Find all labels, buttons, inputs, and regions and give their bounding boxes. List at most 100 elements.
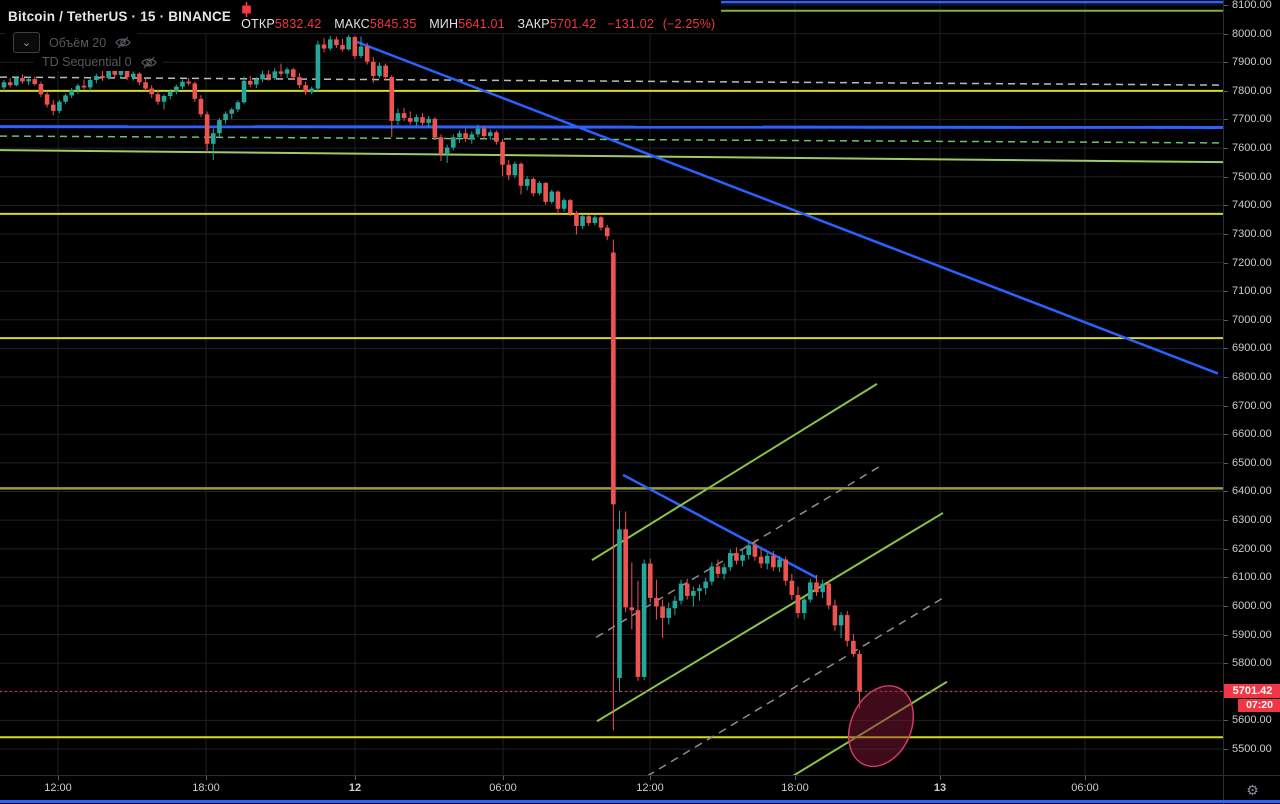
price-tick: [1224, 291, 1228, 293]
price-axis-label: 6600.00: [1232, 428, 1272, 441]
time-axis-label: 12:00: [44, 782, 72, 794]
time-tick: [650, 776, 651, 780]
price-tick: [1224, 148, 1228, 150]
time-tick: [1085, 776, 1086, 780]
price-axis-label: 6700.00: [1232, 399, 1272, 412]
trendline-blue-long[interactable]: [356, 40, 1219, 375]
price-axis-label: 7400.00: [1232, 199, 1272, 212]
change-percent: (−2.25%): [662, 17, 716, 31]
eye-off-icon[interactable]: [140, 56, 157, 69]
td-sequential-row[interactable]: TD Sequential 0: [34, 53, 163, 71]
price-tick: [1224, 605, 1228, 607]
open-label: ОТКР: [241, 17, 275, 31]
time-axis-label: 18:00: [781, 782, 809, 794]
candlestick-chart: [0, 0, 1223, 775]
high-value: 5845.35: [369, 17, 417, 31]
ohlc-readout: ОТКР5832.42 МАКС5845.35 МИН5641.01 ЗАКР5…: [241, 2, 715, 31]
price-tick: [1224, 319, 1228, 321]
price-tick: [1224, 377, 1228, 378]
time-axis[interactable]: 12:00 18:00 12 06:00 12:00 18:00 13 06:00: [0, 775, 1223, 804]
time-axis-label: 06:00: [489, 782, 517, 794]
price-tick: [1224, 577, 1228, 579]
ellipse-drawing[interactable]: [837, 676, 926, 775]
volume-indicator-row[interactable]: ⌄ Объём 20: [5, 30, 138, 55]
price-axis-label: 6400.00: [1232, 485, 1272, 498]
bottom-loading-bar: [0, 800, 1280, 803]
channel-green-middle[interactable]: [596, 512, 944, 723]
price-tick: [1224, 62, 1228, 64]
channel-dashed-lower[interactable]: [647, 596, 945, 775]
price-tick: [1224, 5, 1228, 6]
high-label: МАКС: [334, 17, 370, 31]
time-axis-label: 12:00: [636, 782, 664, 794]
price-tick: [1224, 491, 1228, 493]
price-tick: [1224, 90, 1228, 92]
price-tick: [1224, 405, 1228, 407]
chevron-down-icon[interactable]: ⌄: [13, 32, 40, 53]
time-axis-label: 13: [933, 782, 947, 794]
volume-indicator-label[interactable]: Объём 20: [49, 35, 107, 50]
channel-green-upper[interactable]: [591, 383, 878, 561]
price-tick: [1224, 348, 1228, 350]
sloped-green-7590[interactable]: [0, 149, 1223, 164]
gear-icon[interactable]: ⚙: [1246, 782, 1259, 798]
time-tick: [795, 776, 796, 780]
price-tick: [1224, 520, 1228, 522]
price-axis-label: 6200.00: [1232, 542, 1272, 555]
time-tick: [58, 776, 59, 780]
price-axis-label: 7000.00: [1232, 313, 1272, 326]
price-axis-label: 7800.00: [1232, 84, 1272, 97]
price-tick: [1224, 233, 1228, 235]
td-sequential-label[interactable]: TD Sequential 0: [42, 55, 132, 69]
chart-plot-area[interactable]: [0, 0, 1223, 775]
symbol-title[interactable]: Bitcoin / TetherUS · 15 · BINANCE: [8, 9, 232, 24]
low-value: 5641.01: [458, 17, 505, 31]
price-axis-label: 8000.00: [1232, 27, 1272, 40]
open-value: 5832.42: [274, 17, 322, 31]
price-tick: [1224, 119, 1228, 121]
price-axis[interactable]: 8100.00 8000.00 7900.00 7800.00 7700.00 7600.…: [1223, 0, 1280, 775]
price-tick: [1224, 462, 1228, 464]
price-axis-label: 5500.00: [1232, 742, 1272, 755]
low-label: МИН: [429, 17, 459, 31]
symbol-header[interactable]: Bitcoin / TetherUS · 15 · BINANCE ОТКР58…: [0, 0, 722, 33]
candlesticks: [1, 35, 862, 731]
channel-green-lower[interactable]: [787, 680, 948, 775]
change-value: −131.02: [607, 17, 655, 31]
price-tick: [1224, 33, 1228, 35]
eye-off-icon[interactable]: [115, 36, 131, 49]
price-axis-label: 6800.00: [1232, 371, 1272, 383]
price-tick: [1224, 548, 1228, 550]
time-tick: [940, 776, 941, 780]
axis-settings-corner[interactable]: ⚙: [1223, 775, 1280, 804]
price-axis-label: 6000.00: [1232, 599, 1272, 612]
price-axis-label: 6500.00: [1232, 456, 1272, 469]
time-tick: [503, 776, 504, 780]
price-axis-label: 5600.00: [1232, 714, 1272, 727]
price-axis-label: 5900.00: [1232, 628, 1272, 641]
price-tick: [1224, 748, 1228, 750]
time-axis-label: 18:00: [192, 782, 220, 794]
time-axis-label: 12: [348, 782, 362, 794]
price-tick: [1224, 176, 1228, 178]
time-axis-label: 06:00: [1071, 782, 1099, 794]
price-axis-label: 8100.00: [1232, 0, 1272, 12]
price-axis-label: 7500.00: [1232, 170, 1272, 183]
level-blue-7675[interactable]: [0, 125, 1223, 129]
price-tick: [1224, 434, 1228, 436]
price-axis-label: 6300.00: [1232, 514, 1272, 527]
price-axis-label: 7700.00: [1232, 113, 1272, 126]
candle-style-icon[interactable]: [241, 2, 252, 17]
price-tick: [1224, 663, 1228, 665]
bar-countdown: 07:20: [1238, 699, 1280, 713]
price-axis-label: 6100.00: [1232, 571, 1272, 584]
time-tick: [206, 776, 207, 780]
price-axis-label: 7600.00: [1232, 142, 1272, 155]
price-axis-label: 7300.00: [1232, 227, 1272, 240]
close-label: ЗАКР: [517, 17, 550, 31]
chart-legend: Bitcoin / TetherUS · 15 · BINANCE ОТКР58…: [0, 0, 722, 71]
price-axis-label: 5800.00: [1232, 657, 1272, 670]
price-tick: [1224, 262, 1228, 264]
price-axis-label: 7200.00: [1232, 256, 1272, 269]
price-axis-label: 6900.00: [1232, 342, 1272, 355]
